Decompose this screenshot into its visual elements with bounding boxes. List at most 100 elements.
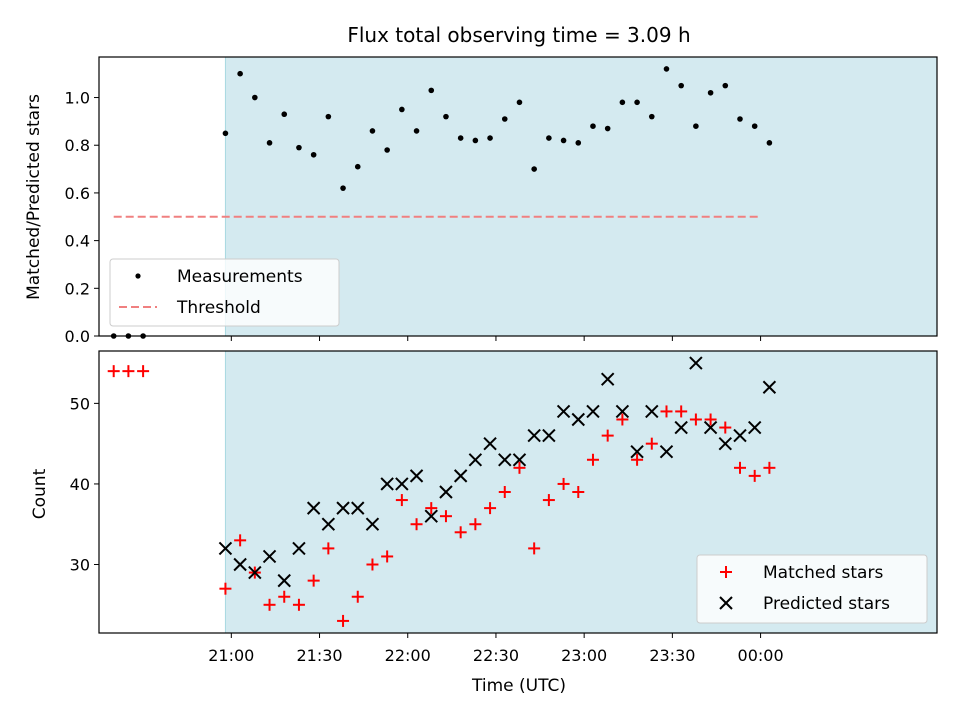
predicted-star-point (395, 477, 409, 491)
measurement-point (634, 99, 640, 106)
predicted-star-point (498, 453, 512, 467)
top-y-tick-label: 0.4 (65, 232, 90, 251)
measurement-point (546, 135, 552, 141)
bottom-y-tick-label: 40 (70, 475, 90, 494)
measurement-point (648, 113, 655, 120)
matched-star-point (469, 518, 482, 531)
predicted-star-point (218, 541, 233, 556)
matched-star-point (122, 365, 135, 378)
measurement-point (693, 123, 699, 129)
predicted-star-point (233, 557, 247, 572)
measurement-point (399, 106, 405, 113)
measurement-point (516, 99, 523, 106)
matched-star-point (137, 365, 150, 378)
legend-threshold-label: Threshold (176, 298, 261, 318)
predicted-star-point (306, 501, 321, 515)
matched-star-point (107, 365, 120, 378)
x-tick-label: 23:00 (561, 646, 607, 665)
predicted-star-point (571, 412, 585, 427)
predicted-star-point (336, 501, 350, 515)
measurement-point (384, 147, 390, 153)
predicted-star-point (483, 436, 497, 451)
x-tick-label: 23:30 (649, 646, 695, 665)
measurement-point (443, 113, 449, 120)
measurement-point (619, 99, 626, 106)
predicted-star-point (365, 517, 380, 531)
bottom-legend-box (696, 554, 928, 624)
predicted-star-point (674, 420, 688, 435)
predicted-star-point (630, 445, 644, 459)
bottom-y-axis-label: Count (30, 468, 50, 519)
matched-star-point (351, 590, 364, 603)
top-panel: 0.0 0.2 0.4 0.6 0.8 1.0 Matched/Predicted sta… (24, 56, 938, 346)
matched-star-point (425, 502, 438, 515)
matched-star-point (616, 413, 629, 426)
legend-measurements-marker (135, 273, 141, 279)
predicted-star-point (747, 420, 762, 435)
top-frame (98, 56, 938, 337)
x-axis-label: Time (UTC) (471, 676, 566, 696)
top-y-axis-label: Matched/Predicted stars (24, 94, 44, 300)
measurement-point (296, 144, 302, 151)
matched-star-point (748, 469, 761, 482)
matched-star-point (763, 461, 776, 474)
measurement-point (237, 70, 243, 77)
matched-star-point (601, 429, 614, 442)
measurement-point (252, 94, 258, 101)
measurement-point (457, 135, 464, 141)
measurement-point (751, 123, 758, 129)
measurement-point (531, 166, 537, 172)
bottom-panel: 30 40 50 21:00 21:30 22:00 22:30 23:00 23:30 00:0… (30, 350, 938, 665)
measurement-point (266, 140, 273, 146)
predicted-star-point (615, 404, 630, 419)
matched-star-point (337, 614, 350, 627)
measurement-point (501, 116, 508, 122)
predicted-star-point (762, 380, 777, 394)
predicted-star-point (424, 509, 438, 523)
measurement-point (766, 140, 773, 146)
measurement-point (325, 113, 332, 120)
matched-star-point (366, 558, 379, 571)
measurement-point (575, 140, 582, 146)
matched-star-point (733, 461, 746, 474)
predicted-star-point (292, 541, 306, 556)
measurement-point (604, 125, 611, 132)
measurement-point (678, 82, 684, 89)
top-y-tick-label: 0.0 (65, 327, 90, 346)
measurement-point (487, 135, 493, 141)
predicted-star-point (645, 404, 659, 419)
measurement-point (722, 82, 729, 89)
measurement-point (663, 66, 670, 72)
top-y-tick-label: 0.2 (65, 279, 90, 298)
matched-star-point (322, 542, 335, 555)
matched-star-point (395, 494, 408, 507)
measurement-point (707, 89, 714, 96)
matched-star-point (689, 413, 702, 426)
matched-star-point (381, 550, 394, 563)
predicted-star-point (542, 428, 556, 443)
x-tick-label: 22:30 (473, 646, 519, 665)
matched-star-point (660, 405, 673, 418)
matched-star-point (263, 598, 276, 611)
predicted-star-point (512, 453, 527, 467)
matched-star-point (219, 582, 232, 595)
matched-star-point (528, 542, 541, 555)
predicted-star-point (277, 573, 291, 588)
predicted-star-point (409, 469, 424, 483)
matched-star-point (542, 494, 555, 507)
matched-star-point (484, 502, 497, 515)
predicted-star-point (351, 501, 365, 515)
top-y-tick-label: 1.0 (65, 89, 90, 108)
measurement-point (354, 163, 361, 170)
matched-star-point (234, 534, 247, 547)
legend-measurements-label: Measurements (177, 267, 303, 287)
predicted-star-point (439, 485, 453, 499)
predicted-star-point (600, 372, 615, 386)
predicted-star-point (527, 428, 541, 443)
predicted-star-point (556, 404, 571, 419)
predicted-star-point (262, 549, 277, 564)
legend-predicted-label: Predicted stars (763, 594, 890, 614)
matched-star-point (704, 413, 717, 426)
x-tick-label: 22:00 (385, 646, 431, 665)
